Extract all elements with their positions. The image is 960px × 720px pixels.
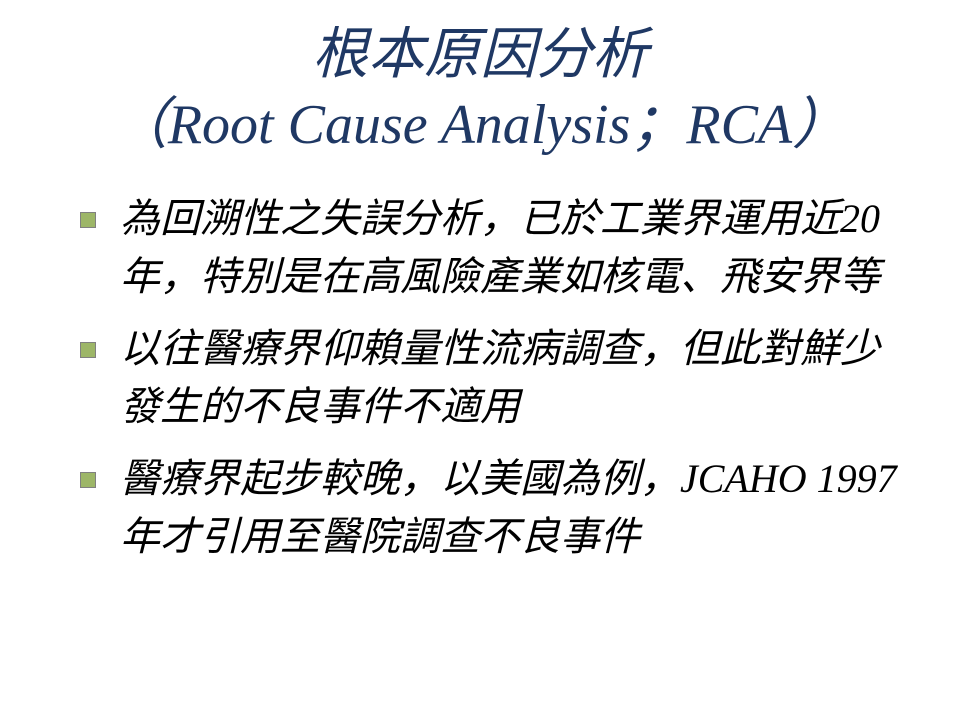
list-item: 醫療界起步較晚，以美國為例，JCAHO 1997年才引用至醫院調查不良事件 bbox=[80, 450, 900, 566]
bullet-list: 為回溯性之失誤分析，已於工業界運用近20年，特別是在高風險產業如核電、飛安界等 … bbox=[40, 190, 920, 566]
bullet-text: 醫療界起步較晚，以美國為例，JCAHO 1997年才引用至醫院調查不良事件 bbox=[120, 456, 897, 559]
list-item: 以往醫療界仰賴量性流病調查，但此對鮮少發生的不良事件不適用 bbox=[80, 320, 900, 436]
title-line1: 根本原因分析 bbox=[40, 20, 920, 90]
list-item: 為回溯性之失誤分析，已於工業界運用近20年，特別是在高風險產業如核電、飛安界等 bbox=[80, 190, 900, 306]
title-line2: （Root Cause Analysis；RCA） bbox=[40, 90, 920, 160]
slide-title: 根本原因分析 （Root Cause Analysis；RCA） bbox=[40, 20, 920, 160]
bullet-text: 以往醫療界仰賴量性流病調查，但此對鮮少發生的不良事件不適用 bbox=[120, 326, 880, 429]
bullet-text: 為回溯性之失誤分析，已於工業界運用近20年，特別是在高風險產業如核電、飛安界等 bbox=[120, 196, 880, 299]
slide: 根本原因分析 （Root Cause Analysis；RCA） 為回溯性之失誤… bbox=[0, 0, 960, 720]
